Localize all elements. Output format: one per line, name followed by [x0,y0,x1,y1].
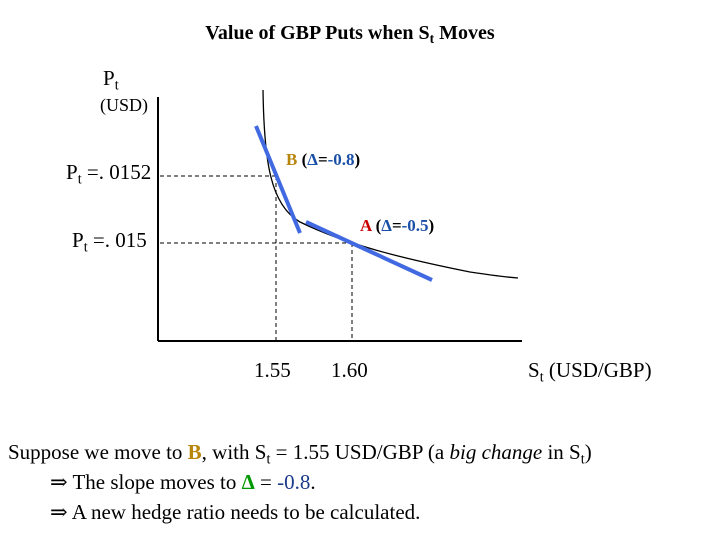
level-label-b: Pt =. 0152 [66,160,152,188]
level-label-a: Pt =. 015 [72,228,147,256]
y-axis-symbol: Pt [103,66,119,94]
note-line-2: ⇒ The slope moves to Δ = -0.8. [50,470,316,494]
x-axis-label: St (USD/GBP) [528,358,652,386]
note-line-1: Suppose we move to B, with St = 1.55 USD… [8,440,592,468]
implies-arrow-icon: ⇒ [50,470,68,494]
x-tick-label: 1.55 [254,358,291,382]
page-title: Value of GBP Puts when St Moves [205,22,495,47]
note-line-3: ⇒ A new hedge ratio needs to be calculat… [50,500,421,524]
point-b-label: B (Δ=-0.8) [286,150,361,169]
implies-arrow-icon: ⇒ [50,500,68,524]
point-a-label: A (Δ=-0.5) [360,216,435,235]
tangent-line-b [254,125,302,234]
y-axis-unit: (USD) [100,95,148,115]
tangent-line-a [305,220,433,282]
put-value-curve [262,89,519,279]
x-tick-label: 1.60 [331,358,368,382]
